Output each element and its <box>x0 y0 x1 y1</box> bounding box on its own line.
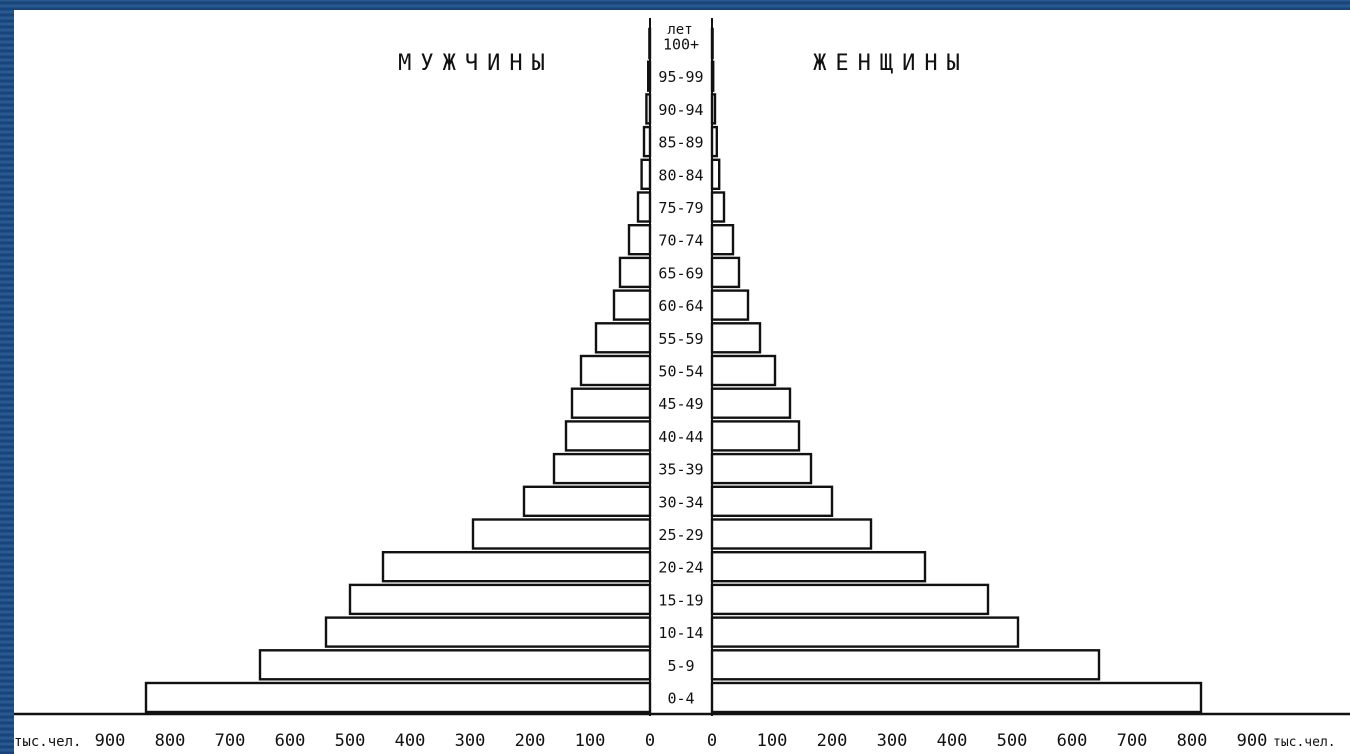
tick-left-300: 300 <box>455 731 486 751</box>
tick-right-600: 600 <box>1057 731 1088 751</box>
tick-left-700: 700 <box>215 731 246 751</box>
bar-male-5-9 <box>258 649 652 681</box>
age-label-70-74: 70-74 <box>658 232 703 250</box>
bar-male-60-64 <box>612 289 652 321</box>
tick-right-0: 0 <box>707 731 717 751</box>
age-label-25-29: 25-29 <box>658 526 703 544</box>
age-label-15-19: 15-19 <box>658 591 703 609</box>
bar-male-65-69 <box>618 256 652 289</box>
title-right: ЖЕНЩИНЫ <box>813 51 969 76</box>
bar-female-20-24 <box>710 551 927 583</box>
x-ticks-group: 900 800 700 600 500 400 300 200 100 0 0 100 200 300 40… <box>95 731 1268 751</box>
age-label-80-84: 80-84 <box>658 166 703 184</box>
bar-male-15-19 <box>348 583 652 616</box>
age-label-10-14: 10-14 <box>658 624 703 642</box>
bar-female-75-79 <box>710 191 726 223</box>
bar-male-55-59 <box>594 322 652 354</box>
bar-female-35-39 <box>710 452 813 485</box>
bar-female-80-84 <box>710 158 721 191</box>
age-label-35-39: 35-39 <box>658 461 703 479</box>
age-label-5-9: 5-9 <box>667 657 694 675</box>
unit-right: тыс.чел. <box>1273 735 1336 750</box>
bar-female-15-19 <box>710 583 990 616</box>
tick-right-400: 400 <box>937 731 968 751</box>
age-label-20-24: 20-24 <box>658 559 703 577</box>
bar-female-70-74 <box>710 223 735 256</box>
bar-male-20-24 <box>381 551 652 583</box>
tick-left-100: 100 <box>575 731 606 751</box>
population-pyramid-chart: МУЖЧИНЫ ЖЕНЩИНЫ лет тыс.чел. тыс.чел. 0-… <box>14 18 1350 751</box>
bar-female-40-44 <box>710 420 801 452</box>
age-label-85-89: 85-89 <box>658 134 703 152</box>
bar-male-35-39 <box>552 452 652 485</box>
age-label-90-94: 90-94 <box>658 101 703 119</box>
age-label-100+: 100+ <box>663 36 699 54</box>
bar-female-55-59 <box>710 322 762 354</box>
unit-left: тыс.чел. <box>14 734 81 750</box>
tick-right-200: 200 <box>817 731 848 751</box>
bar-female-10-14 <box>710 616 1020 648</box>
axes-group <box>14 18 1350 716</box>
tick-right-800: 800 <box>1177 731 1208 751</box>
tick-left-800: 800 <box>155 731 186 751</box>
bar-male-75-79 <box>636 191 652 223</box>
tick-left-400: 400 <box>395 731 426 751</box>
age-label-50-54: 50-54 <box>658 363 703 381</box>
bar-female-30-34 <box>710 485 834 517</box>
age-label-30-34: 30-34 <box>658 493 703 511</box>
bar-male-10-14 <box>324 616 652 648</box>
age-label-65-69: 65-69 <box>658 264 703 282</box>
bar-female-0-4 <box>710 681 1203 714</box>
tick-left-900: 900 <box>95 731 126 751</box>
bar-male-0-4 <box>144 681 652 714</box>
bar-female-45-49 <box>710 387 792 419</box>
bar-male-50-54 <box>579 354 652 387</box>
tick-right-700: 700 <box>1117 731 1148 751</box>
bar-male-30-34 <box>522 485 652 517</box>
bar-male-45-49 <box>570 387 652 419</box>
tick-left-0: 0 <box>645 731 655 751</box>
tick-right-900: 900 <box>1237 731 1268 751</box>
age-label-95-99: 95-99 <box>658 68 703 86</box>
bar-female-25-29 <box>710 518 873 550</box>
age-label-40-44: 40-44 <box>658 428 703 446</box>
bar-female-5-9 <box>710 649 1101 681</box>
tick-right-300: 300 <box>877 731 908 751</box>
bar-female-65-69 <box>710 256 741 289</box>
chart-paper: МУЖЧИНЫ ЖЕНЩИНЫ лет тыс.чел. тыс.чел. 0-… <box>14 10 1350 754</box>
bar-male-70-74 <box>627 223 652 256</box>
age-label-45-49: 45-49 <box>658 395 703 413</box>
age-labels-group: 0-4 5-9 10-14 15-19 20-24 25-29 30-34 35-39 40-4… <box>658 36 703 708</box>
bar-male-25-29 <box>471 518 652 550</box>
age-label-75-79: 75-79 <box>658 199 703 217</box>
age-header: лет <box>667 22 692 38</box>
bar-female-60-64 <box>710 289 750 321</box>
tick-left-500: 500 <box>335 731 366 751</box>
age-label-55-59: 55-59 <box>658 330 703 348</box>
title-left: МУЖЧИНЫ <box>398 51 554 76</box>
bar-male-80-84 <box>640 158 652 191</box>
tick-left-600: 600 <box>275 731 306 751</box>
tick-right-500: 500 <box>997 731 1028 751</box>
bar-female-50-54 <box>710 354 777 387</box>
tick-left-200: 200 <box>515 731 546 751</box>
bar-male-40-44 <box>564 420 652 452</box>
age-label-0-4: 0-4 <box>667 690 694 708</box>
tick-right-100: 100 <box>757 731 788 751</box>
bars-group <box>144 27 1203 714</box>
age-label-60-64: 60-64 <box>658 297 703 315</box>
